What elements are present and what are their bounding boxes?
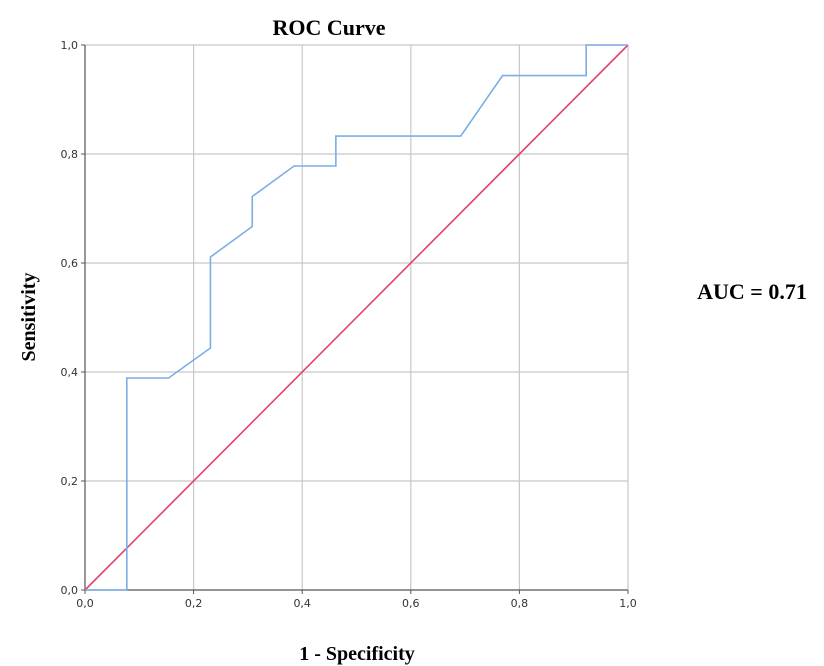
auc-annotation: AUC = 0.71: [697, 279, 807, 304]
x-tick-label: 1,0: [619, 597, 637, 610]
x-tick-label: 0,8: [511, 597, 529, 610]
x-axis-label: 1 - Specificity: [299, 643, 415, 665]
y-tick-label: 0,8: [61, 148, 79, 161]
y-tick-label: 0,0: [61, 584, 79, 597]
y-tick-label: 0,6: [61, 257, 79, 270]
x-tick-label: 0,0: [76, 597, 94, 610]
roc-curve-line: [85, 44, 628, 591]
x-tick-label: 0,2: [185, 597, 203, 610]
x-tick-label: 0,6: [402, 597, 420, 610]
chart-title: ROC Curve: [272, 15, 385, 40]
y-tick-label: 0,2: [61, 475, 79, 488]
x-tick-label: 0,4: [293, 597, 311, 610]
grid-layer: [85, 44, 629, 590]
series-layer: [84, 44, 629, 591]
y-axis-label: Sensitivity: [18, 273, 40, 362]
y-tick-label: 1,0: [61, 39, 79, 52]
tick-layer: 0,00,0 0,2 0,2 0,4 0,4 0,6 0,6 0,8 0,8 1,0 1,0: [61, 39, 637, 610]
axis-layer: [84, 45, 628, 591]
y-tick-label: 0,4: [61, 366, 79, 379]
reference-line: [84, 44, 629, 591]
